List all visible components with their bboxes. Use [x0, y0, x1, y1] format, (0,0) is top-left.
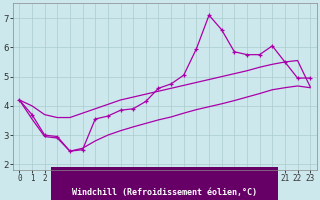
X-axis label: Windchill (Refroidissement éolien,°C): Windchill (Refroidissement éolien,°C) — [72, 188, 257, 197]
